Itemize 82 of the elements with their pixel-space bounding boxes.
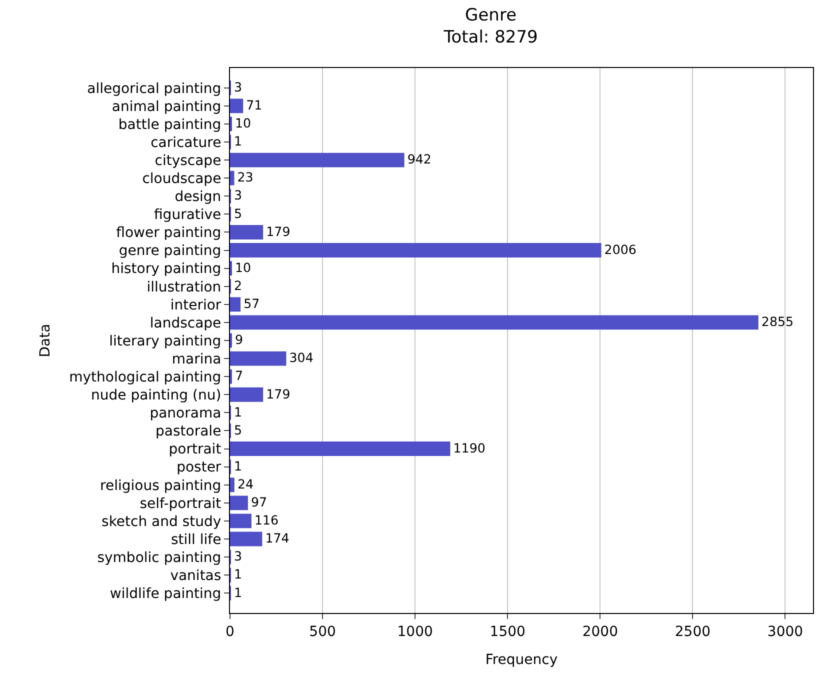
- data-label: 23: [237, 170, 254, 185]
- data-label: 57: [244, 296, 260, 312]
- bar: [230, 152, 404, 168]
- data-label: 10: [235, 260, 252, 275]
- data-label: 942: [407, 152, 432, 167]
- data-label: 179: [266, 386, 290, 402]
- y-tick-label: landscape: [150, 315, 222, 332]
- x-tick-label: 0: [226, 624, 234, 640]
- y-tick-label: mythological painting: [69, 369, 222, 386]
- data-label: 5: [234, 422, 242, 438]
- y-tick-label: portrait: [168, 442, 222, 458]
- data-label: 97: [250, 494, 268, 510]
- x-tick-label: 3000: [767, 624, 804, 640]
- data-label: 2: [234, 278, 242, 293]
- y-tick-label: figurative: [154, 207, 222, 224]
- data-label: 116: [254, 512, 279, 528]
- y-tick-label: genre painting: [118, 243, 222, 260]
- y-tick-label: battle painting: [118, 116, 222, 133]
- x-tick-label: 2500: [674, 624, 711, 640]
- data-label: 71: [246, 98, 262, 113]
- bar: [230, 387, 264, 402]
- data-label: 3: [234, 79, 242, 94]
- data-label: 2006: [604, 242, 636, 257]
- bar: [230, 98, 244, 114]
- x-tick-label: 1500: [490, 624, 526, 640]
- y-tick-label: still life: [170, 532, 222, 548]
- y-tick-label: allegorical painting: [87, 80, 222, 97]
- bar: [230, 225, 264, 240]
- y-tick-label: design: [174, 189, 222, 206]
- data-label: 9: [235, 332, 244, 348]
- data-label: 3: [234, 548, 242, 564]
- data-label: 3: [234, 188, 242, 203]
- y-tick-label: marina: [172, 351, 222, 368]
- data-label: 174: [265, 530, 290, 546]
- y-tick-label: vanitas: [170, 568, 222, 584]
- data-label: 5: [234, 206, 242, 221]
- y-tick-label: cloudscape: [142, 170, 222, 187]
- bar: [230, 170, 234, 186]
- bar: [230, 514, 252, 528]
- y-tick-label: panorama: [150, 406, 222, 422]
- y-tick-label: illustration: [146, 279, 222, 296]
- data-label: 7: [235, 368, 244, 384]
- y-tick-label: animal painting: [112, 98, 222, 115]
- bar: [230, 478, 234, 492]
- data-label: 1: [234, 458, 242, 474]
- y-tick-label: religious painting: [100, 478, 222, 494]
- x-axis-title: Frequency: [485, 652, 558, 668]
- data-label: 304: [289, 350, 314, 366]
- data-label: 179: [266, 224, 290, 239]
- x-tick-label: 500: [309, 624, 336, 640]
- y-tick-label: wildlife painting: [110, 586, 222, 602]
- y-tick-label: cityscape: [154, 152, 222, 169]
- y-tick-label: caricature: [150, 134, 222, 151]
- data-label: 2855: [761, 314, 794, 330]
- data-label: 1: [234, 566, 242, 582]
- y-tick-label: symbolic painting: [97, 550, 222, 566]
- x-tick-label: 2000: [582, 624, 618, 640]
- data-label: 1: [234, 404, 242, 420]
- data-label: 1190: [453, 440, 486, 456]
- y-tick-label: literary painting: [109, 333, 222, 350]
- y-tick-label: history painting: [111, 261, 222, 278]
- y-tick-label: self-portrait: [140, 496, 222, 512]
- y-tick-label: sketch and study: [102, 514, 222, 530]
- bar: [230, 351, 286, 366]
- bar: [230, 297, 241, 312]
- data-label: 24: [237, 476, 254, 492]
- y-tick-label: nude painting (nu): [91, 388, 222, 404]
- bar: [230, 496, 248, 510]
- y-tick-label: flower painting: [116, 225, 222, 242]
- bar: [230, 243, 602, 258]
- bar: [230, 442, 450, 456]
- y-axis-title: Data: [38, 324, 54, 358]
- data-label: 10: [235, 116, 252, 131]
- y-tick-label: interior: [170, 297, 222, 314]
- data-label: 1: [234, 584, 242, 600]
- x-tick-label: 1000: [397, 624, 433, 640]
- bar: [230, 532, 262, 546]
- y-tick-label: pastorale: [156, 424, 222, 440]
- chart-title: Genre Total: 8279: [442, 5, 538, 48]
- data-label: 1: [234, 134, 242, 149]
- bar: [230, 315, 758, 330]
- y-tick-label: poster: [176, 460, 222, 476]
